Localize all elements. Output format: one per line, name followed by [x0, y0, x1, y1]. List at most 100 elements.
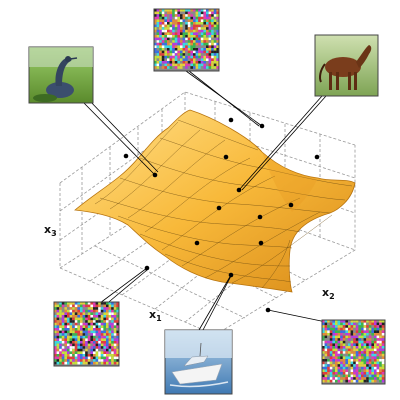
noise-pixel	[185, 14, 188, 17]
noise-pixel	[172, 42, 175, 46]
noise-pixel	[190, 37, 193, 41]
noise-pixel	[337, 379, 341, 383]
noise-pixel	[350, 374, 354, 378]
noise-pixel	[111, 322, 114, 326]
leader-line	[79, 98, 156, 176]
noise-pixel	[174, 53, 178, 56]
noise-pixel	[185, 63, 188, 67]
noise-pixel	[335, 364, 338, 367]
noise-pixel	[72, 309, 75, 313]
noise-pixel	[182, 63, 186, 67]
noise-pixel	[67, 341, 70, 344]
noise-pixel	[106, 312, 109, 315]
noise-pixel	[211, 40, 214, 43]
noise-pixel	[72, 312, 75, 315]
noise-pixel	[72, 325, 75, 328]
noise-pixel	[85, 322, 88, 326]
noise-pixel	[161, 37, 165, 41]
noise-pixel	[100, 302, 104, 305]
noise-pixel	[61, 343, 65, 347]
noise-pixel	[379, 346, 382, 349]
noise-pixel	[56, 351, 60, 354]
noise-pixel	[208, 37, 212, 41]
noise-pixel	[363, 322, 367, 326]
noise-pixel	[332, 327, 335, 331]
noise-pixel	[190, 35, 193, 38]
noise-pixel	[374, 348, 377, 352]
noise-pixel	[193, 66, 196, 69]
noise-pixel	[348, 320, 351, 323]
noise-pixel	[72, 307, 75, 310]
noise-pixel	[90, 346, 93, 349]
noise-pixel	[80, 322, 83, 326]
noise-pixel	[337, 338, 341, 341]
noise-pixel	[64, 307, 67, 310]
noise-pixel	[366, 346, 369, 349]
noise-pixel	[113, 325, 117, 328]
noise-pixel	[59, 348, 62, 352]
noise-pixel	[208, 16, 212, 20]
noise-pixel	[116, 307, 119, 310]
noise-pixel	[381, 379, 385, 383]
noise-pixel	[206, 55, 209, 59]
noise-pixel	[340, 366, 343, 370]
noise-pixel	[203, 58, 206, 61]
noise-pixel	[85, 356, 88, 360]
noise-pixel	[64, 322, 67, 326]
noise-pixel	[193, 29, 196, 33]
noise-pixel	[61, 304, 65, 308]
noise-pixel	[108, 320, 112, 323]
noise-pixel	[103, 320, 106, 323]
noise-pixel	[77, 315, 80, 318]
noise-pixel	[327, 322, 330, 326]
noise-pixel	[216, 42, 219, 46]
noise-pixel	[116, 333, 119, 336]
noise-pixel	[361, 333, 364, 336]
noise-pixel	[198, 27, 201, 30]
noise-pixel	[187, 19, 191, 22]
noise-pixel	[85, 304, 88, 308]
noise-pixel	[206, 42, 209, 46]
noise-pixel	[59, 325, 62, 328]
noise-pixel	[59, 338, 62, 341]
noise-pixel	[61, 354, 65, 357]
noise-pixel	[100, 320, 104, 323]
noise-pixel	[374, 327, 377, 331]
noise-pixel	[172, 40, 175, 43]
noise-pixel	[54, 315, 57, 318]
noise-pixel	[159, 27, 162, 30]
noise-pixel	[87, 361, 91, 365]
noise-pixel	[193, 42, 196, 46]
noise-pixel	[200, 37, 204, 41]
noise-pixel	[87, 356, 91, 360]
noise-pixel	[193, 37, 196, 41]
noise-pixel	[185, 37, 188, 41]
noise-pixel	[54, 322, 57, 326]
noise-pixel	[371, 377, 374, 380]
noise-pixel	[200, 58, 204, 61]
noise-pixel	[169, 53, 173, 56]
data-point-dot	[257, 214, 263, 220]
noise-pixel	[329, 359, 333, 362]
noise-pixel	[337, 320, 341, 323]
noise-pixel	[185, 32, 188, 35]
noise-pixel	[180, 32, 183, 35]
noise-pixel	[350, 369, 354, 372]
noise-pixel	[177, 50, 180, 54]
noise-pixel	[342, 374, 346, 378]
noise-pixel	[98, 343, 101, 347]
noise-pixel	[103, 348, 106, 352]
noise-pixel	[167, 63, 170, 67]
noise-pixel	[56, 307, 60, 310]
noise-pixel	[342, 366, 346, 370]
noise-pixel	[322, 366, 325, 370]
noise-pixel	[113, 338, 117, 341]
noise-pixel	[90, 317, 93, 321]
noise-pixel	[59, 351, 62, 354]
noise-pixel	[342, 325, 346, 328]
noise-pixel	[82, 346, 86, 349]
noise-pixel	[213, 35, 217, 38]
noise-pixel	[371, 340, 374, 344]
noise-pixel	[161, 32, 165, 35]
noise-pixel	[208, 19, 212, 22]
